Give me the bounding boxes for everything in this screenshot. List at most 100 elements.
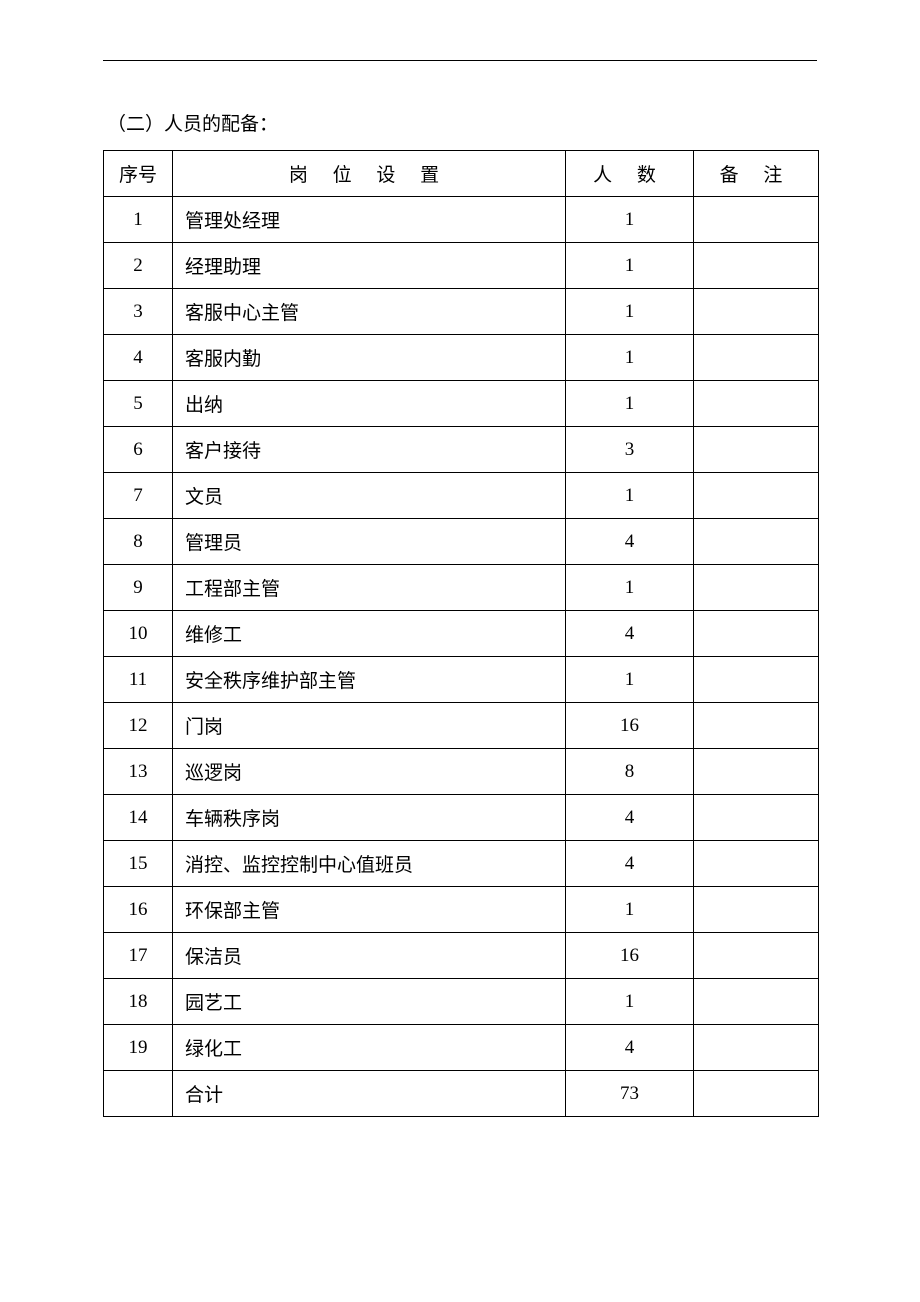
cell-position: 出纳 <box>173 381 566 427</box>
cell-seq: 5 <box>104 381 173 427</box>
cell-note <box>694 703 819 749</box>
cell-count: 1 <box>566 335 694 381</box>
cell-position: 客户接待 <box>173 427 566 473</box>
table-row: 12门岗16 <box>104 703 819 749</box>
cell-note <box>694 841 819 887</box>
cell-count: 73 <box>566 1071 694 1117</box>
table-row: 11安全秩序维护部主管1 <box>104 657 819 703</box>
cell-position: 环保部主管 <box>173 887 566 933</box>
cell-position: 管理员 <box>173 519 566 565</box>
table-row: 18园艺工1 <box>104 979 819 1025</box>
cell-note <box>694 473 819 519</box>
cell-seq: 6 <box>104 427 173 473</box>
cell-count: 4 <box>566 519 694 565</box>
cell-position: 管理处经理 <box>173 197 566 243</box>
table-row: 2经理助理1 <box>104 243 819 289</box>
cell-position: 客服内勤 <box>173 335 566 381</box>
table-row: 4客服内勤1 <box>104 335 819 381</box>
cell-position: 绿化工 <box>173 1025 566 1071</box>
table-row: 17保洁员16 <box>104 933 819 979</box>
cell-seq: 9 <box>104 565 173 611</box>
table-row: 6客户接待3 <box>104 427 819 473</box>
cell-position: 合计 <box>173 1071 566 1117</box>
cell-note <box>694 795 819 841</box>
cell-note <box>694 519 819 565</box>
cell-seq: 1 <box>104 197 173 243</box>
cell-seq: 13 <box>104 749 173 795</box>
cell-note <box>694 1071 819 1117</box>
table-row: 14车辆秩序岗4 <box>104 795 819 841</box>
cell-count: 8 <box>566 749 694 795</box>
table-row: 8管理员4 <box>104 519 819 565</box>
cell-note <box>694 381 819 427</box>
cell-count: 1 <box>566 243 694 289</box>
cell-seq: 15 <box>104 841 173 887</box>
cell-count: 1 <box>566 565 694 611</box>
cell-note <box>694 289 819 335</box>
header-note: 备 注 <box>694 151 819 197</box>
cell-position: 文员 <box>173 473 566 519</box>
cell-count: 4 <box>566 795 694 841</box>
cell-position: 安全秩序维护部主管 <box>173 657 566 703</box>
cell-seq: 8 <box>104 519 173 565</box>
cell-count: 4 <box>566 841 694 887</box>
cell-position: 工程部主管 <box>173 565 566 611</box>
cell-note <box>694 243 819 289</box>
cell-seq: 2 <box>104 243 173 289</box>
cell-count: 1 <box>566 979 694 1025</box>
cell-note <box>694 335 819 381</box>
cell-seq: 17 <box>104 933 173 979</box>
cell-note <box>694 657 819 703</box>
header-count: 人 数 <box>566 151 694 197</box>
staffing-table: 序号 岗 位 设 置 人 数 备 注 1管理处经理12经理助理13客服中心主管1… <box>103 150 819 1117</box>
table-row: 1管理处经理1 <box>104 197 819 243</box>
table-row: 5出纳1 <box>104 381 819 427</box>
table-row: 合计73 <box>104 1071 819 1117</box>
header-seq: 序号 <box>104 151 173 197</box>
cell-seq: 14 <box>104 795 173 841</box>
top-horizontal-rule <box>103 60 817 61</box>
table-row: 7文员1 <box>104 473 819 519</box>
table-row: 3客服中心主管1 <box>104 289 819 335</box>
cell-position: 门岗 <box>173 703 566 749</box>
cell-seq: 16 <box>104 887 173 933</box>
table-body: 1管理处经理12经理助理13客服中心主管14客服内勤15出纳16客户接待37文员… <box>104 197 819 1117</box>
cell-count: 1 <box>566 381 694 427</box>
cell-seq: 10 <box>104 611 173 657</box>
cell-position: 园艺工 <box>173 979 566 1025</box>
cell-position: 维修工 <box>173 611 566 657</box>
cell-seq: 12 <box>104 703 173 749</box>
cell-count: 1 <box>566 289 694 335</box>
cell-count: 1 <box>566 197 694 243</box>
cell-seq: 3 <box>104 289 173 335</box>
cell-note <box>694 887 819 933</box>
cell-position: 消控、监控控制中心值班员 <box>173 841 566 887</box>
table-header: 序号 岗 位 设 置 人 数 备 注 <box>104 151 819 197</box>
cell-note <box>694 979 819 1025</box>
table-row: 15消控、监控控制中心值班员4 <box>104 841 819 887</box>
table-row: 9工程部主管1 <box>104 565 819 611</box>
cell-position: 保洁员 <box>173 933 566 979</box>
cell-count: 4 <box>566 1025 694 1071</box>
cell-count: 4 <box>566 611 694 657</box>
cell-note <box>694 565 819 611</box>
cell-count: 16 <box>566 703 694 749</box>
cell-position: 客服中心主管 <box>173 289 566 335</box>
cell-note <box>694 749 819 795</box>
table-row: 13巡逻岗8 <box>104 749 819 795</box>
cell-position: 车辆秩序岗 <box>173 795 566 841</box>
cell-note <box>694 611 819 657</box>
cell-note <box>694 1025 819 1071</box>
document-page: （二）人员的配备： 序号 岗 位 设 置 人 数 备 注 1管理处经理12经理助… <box>0 0 920 1117</box>
section-title: （二）人员的配备： <box>107 109 817 136</box>
cell-count: 1 <box>566 473 694 519</box>
cell-seq: 18 <box>104 979 173 1025</box>
cell-note <box>694 197 819 243</box>
cell-seq: 7 <box>104 473 173 519</box>
table-row: 19绿化工4 <box>104 1025 819 1071</box>
table-row: 10维修工4 <box>104 611 819 657</box>
cell-count: 1 <box>566 887 694 933</box>
header-position: 岗 位 设 置 <box>173 151 566 197</box>
table-row: 16环保部主管1 <box>104 887 819 933</box>
cell-position: 经理助理 <box>173 243 566 289</box>
